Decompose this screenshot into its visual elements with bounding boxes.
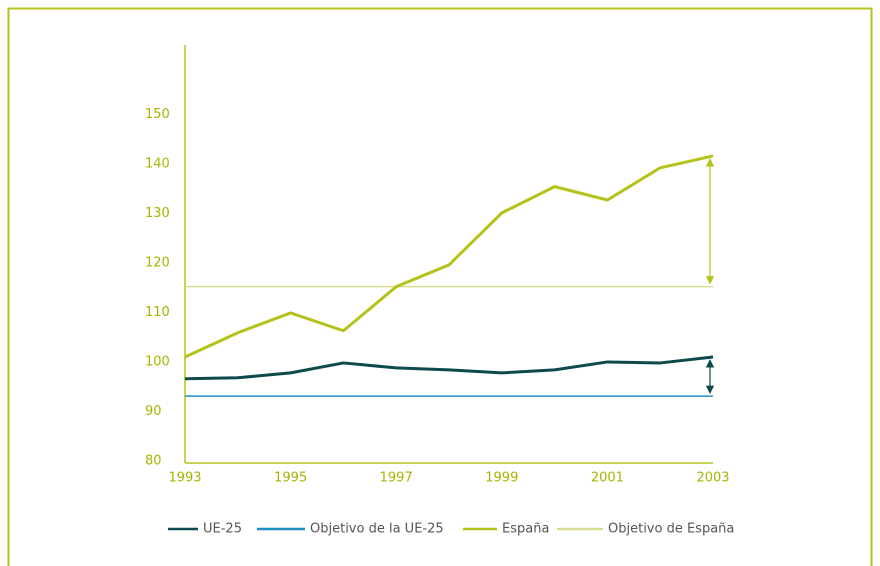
y-tick-label: 90	[145, 404, 162, 419]
x-tick-label: 2001	[591, 471, 624, 486]
x-tick-label: 1997	[380, 471, 413, 486]
y-tick-label: 100	[145, 354, 170, 369]
series-line	[184, 355, 714, 381]
legend-label: UE-25	[203, 522, 242, 537]
y-tick-label: 150	[145, 107, 170, 122]
x-tick-label: 1993	[168, 471, 201, 486]
x-tick-label: 1995	[274, 471, 307, 486]
y-tick-label: 110	[145, 305, 170, 320]
legend-label: España	[502, 522, 549, 537]
x-tick-label: 1999	[485, 471, 518, 486]
y-tick-label: 80	[145, 454, 162, 469]
legend-label: Objetivo de la UE-25	[310, 522, 444, 537]
y-tick-label: 130	[145, 206, 170, 221]
y-tick-label: 140	[145, 156, 170, 171]
x-tick-label: 2003	[696, 471, 729, 486]
legend-label: Objetivo de España	[608, 522, 734, 537]
frame	[7, 7, 873, 566]
series-line	[184, 154, 714, 359]
y-tick-label: 120	[145, 255, 170, 270]
